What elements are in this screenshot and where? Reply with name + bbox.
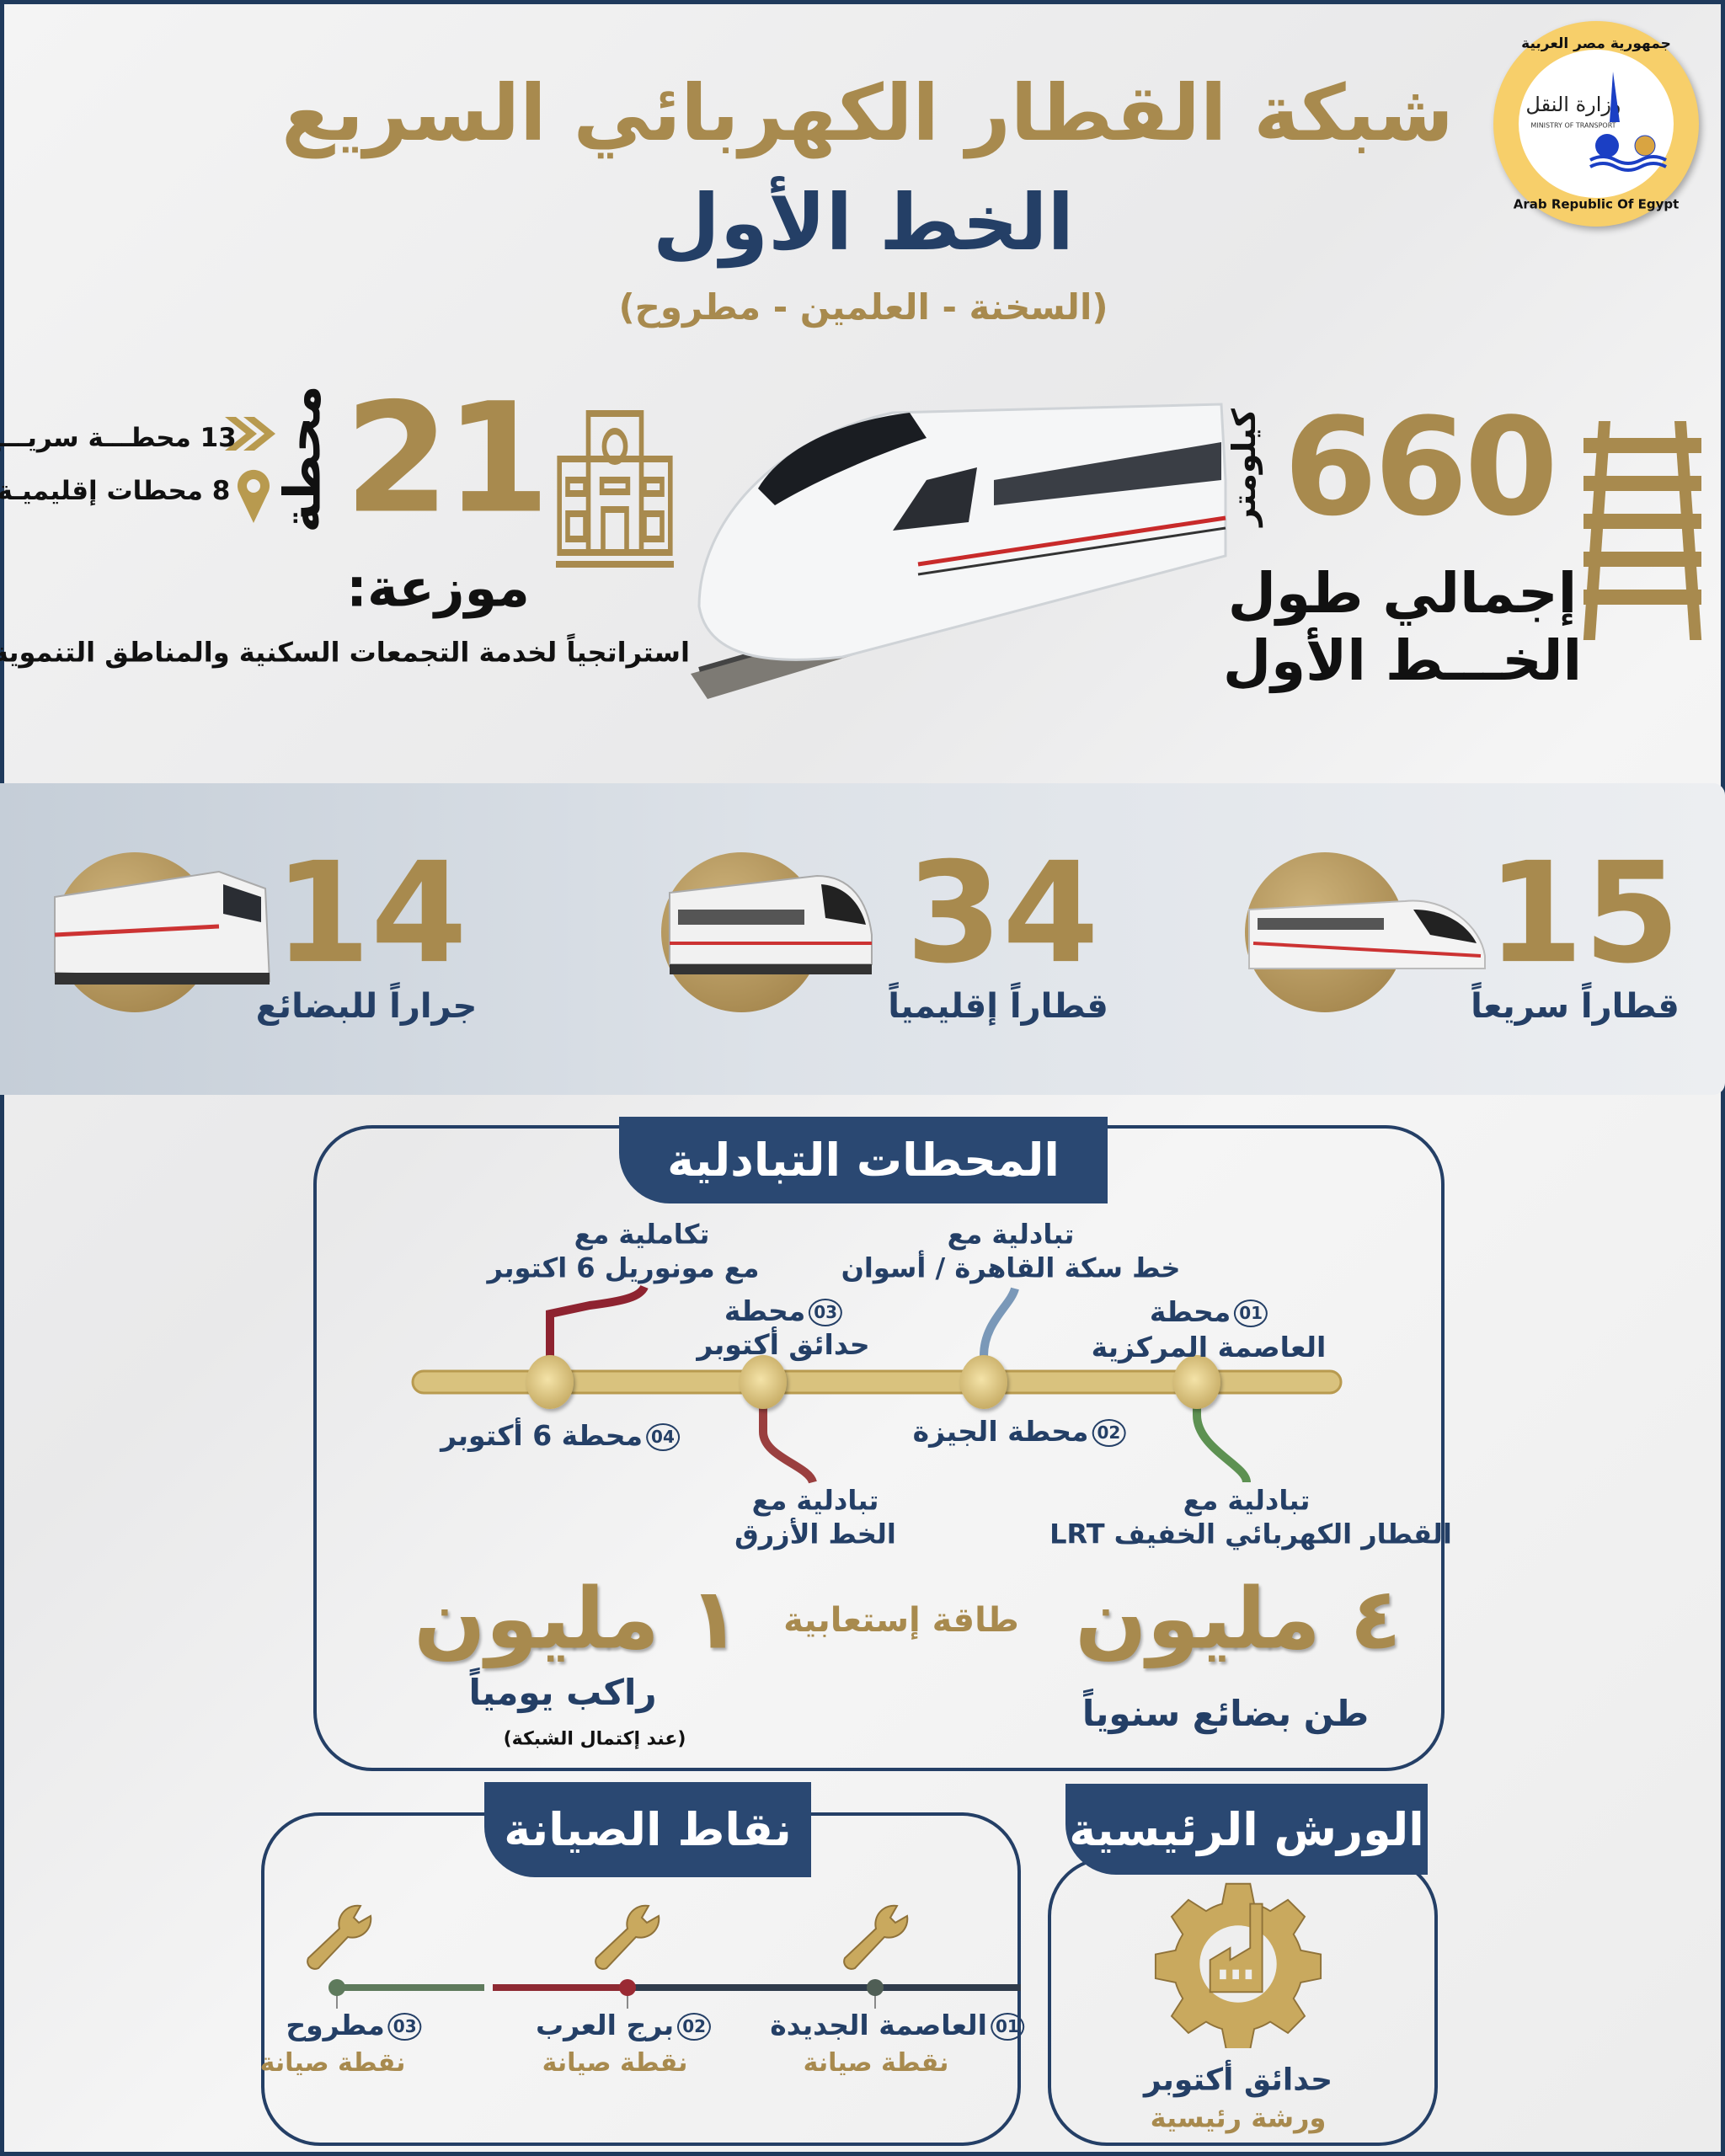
maintenance-point-name: 03مطروح: [286, 2009, 422, 2042]
length-label-2: الخـــط الأول: [1222, 628, 1583, 694]
station-number: 04: [646, 1423, 680, 1452]
wrench-icon: [307, 1904, 372, 1970]
station-label-line1: محطة 6 أكتوبر: [441, 1419, 644, 1453]
ministry-logo: جمهورية مصر العربية وزارة النقل MINISTRY…: [1493, 21, 1699, 227]
stations-count: 21: [344, 371, 550, 547]
station-02-label: 02محطة الجيزة: [913, 1416, 1126, 1448]
lrt-link-line1: تبادلية مع: [1183, 1484, 1311, 1517]
fleet-label: قطاراً سريعاً: [1471, 987, 1680, 1026]
monorail-link-line: [546, 1284, 649, 1382]
workshop-name: حدائق أكتوبر: [1143, 2063, 1333, 2098]
blue-line-link-line1: تبادلية مع: [751, 1484, 879, 1517]
lrt-link-line: [1193, 1382, 1251, 1484]
fleet-value: 15: [1487, 832, 1680, 995]
maintenance-point-type: نقطة صيانة: [259, 2047, 406, 2078]
workshop-title: الورش الرئيسية: [1065, 1784, 1428, 1875]
point-name: مطروح: [286, 2009, 385, 2042]
wrench-icon: [595, 1904, 660, 1970]
maintenance-node[interactable]: [619, 1979, 636, 1996]
logo-name-en: MINISTRY OF TRANSPORT: [1530, 121, 1616, 130]
passenger-capacity-note: (عند إكتمال الشبكة): [503, 1728, 686, 1750]
maintenance-node[interactable]: [328, 1979, 345, 1996]
logo-bottom-text: Arab Republic Of Egypt: [1513, 196, 1680, 212]
point-name: برج العرب: [535, 2009, 675, 2042]
maintenance-node[interactable]: [867, 1979, 884, 1996]
station-01-label: 01محطة: [1150, 1296, 1268, 1328]
station-03-name: حدائق أكتوبر: [697, 1328, 870, 1362]
maintenance-point-name: 01العاصمة الجديدة: [770, 2009, 1024, 2041]
station-label-line1: محطة: [1149, 1295, 1231, 1329]
station-number: 01: [1234, 1299, 1268, 1328]
blue-line-link-line2: الخط الأزرق: [734, 1518, 896, 1550]
point-number: 02: [677, 2013, 712, 2041]
station-label-line1: محطة: [724, 1294, 806, 1328]
maintenance-point-name: 02برج العرب: [535, 2009, 712, 2042]
fleet-label: جراراً للبضائع: [255, 987, 478, 1026]
passenger-capacity-unit: راكب يومياً: [468, 1671, 657, 1713]
workshop-type: ورشة رئيسية: [1150, 2101, 1327, 2134]
station-node[interactable]: [960, 1355, 1007, 1409]
passenger-capacity-value: ١ مليون: [414, 1569, 740, 1668]
station-building-icon: [556, 410, 674, 568]
station-label-line1: محطة الجيزة: [912, 1415, 1089, 1449]
station-01-name: العاصمة المركزية: [1091, 1331, 1327, 1364]
length-label-1: إجمالي طول: [1227, 561, 1578, 627]
length-value: 660: [1284, 388, 1558, 546]
gear-factory-icon: [1154, 1882, 1322, 2048]
maintenance-point-type: نقطة صيانة: [542, 2047, 688, 2078]
cairo-aswan-link-line1: تبادلية مع: [947, 1218, 1075, 1251]
fleet-value: 14: [274, 832, 467, 995]
point-number: 01: [990, 2013, 1024, 2041]
stations-distributed: موزعة:: [346, 557, 530, 619]
regional-stations: 8 محطات إقليميـة: [0, 476, 231, 507]
high-speed-train-image: [691, 403, 1227, 699]
freight-capacity-unit: طن بضائع سنوياً: [1081, 1692, 1370, 1734]
railway-track-icon: [1583, 421, 1702, 640]
station-03-label: 03محطة: [724, 1294, 843, 1328]
station-node[interactable]: [526, 1355, 574, 1409]
lrt-link-line2: القطار الكهربائي الخفيف LRT: [1049, 1518, 1452, 1550]
freight-capacity-value: ٤ مليون: [1075, 1569, 1402, 1668]
station-node[interactable]: [1173, 1355, 1220, 1409]
interchange-title: المحطات التبادلية: [619, 1117, 1108, 1203]
regional-train-icon: [669, 874, 873, 974]
page-subtitle: الخط الأول: [653, 178, 1074, 269]
station-number: 03: [809, 1299, 843, 1327]
maintenance-point-type: نقطة صيانة: [803, 2047, 949, 2078]
station-number: 02: [1092, 1419, 1126, 1448]
blue-line-link-line: [759, 1382, 817, 1485]
location-pin-icon: [238, 469, 270, 523]
monorail-link-line2: مع مونوريل 6 اكتوبر: [487, 1251, 760, 1284]
logo-top-text: جمهورية مصر العربية: [1521, 35, 1671, 53]
cairo-aswan-link-line2: خط سكة القاهرة / أسوان: [841, 1251, 1181, 1284]
route: (السخنة - العلمين - مطروح): [618, 286, 1108, 328]
stations-description: استراتجياً لخدمة التجمعات السكنية والمنا…: [0, 636, 690, 669]
logo-name-ar: وزارة النقل: [1525, 93, 1621, 117]
page-title: شبكة القطار الكهربائي السريع: [281, 68, 1454, 159]
fast-train-icon: [1248, 899, 1486, 969]
fast-chevron-icon: [225, 417, 275, 451]
fleet-value: 34: [905, 832, 1099, 995]
capacity-label: طاقة إستعابية: [783, 1601, 1019, 1640]
station-node[interactable]: [740, 1355, 787, 1409]
monorail-link-line1: تكاملية مع: [574, 1218, 710, 1251]
cairo-aswan-link-line: [980, 1287, 1019, 1382]
fleet-label: قطاراً إقليمياً: [888, 987, 1108, 1026]
point-number: 03: [387, 2013, 422, 2041]
main-gold-line: [411, 1369, 1343, 1395]
maintenance-title: نقاط الصيانة: [484, 1782, 811, 1877]
station-04-label: 04محطة 6 أكتوبر: [441, 1420, 680, 1452]
freight-locomotive-icon: [54, 870, 271, 985]
logo-emblem-icon: [1589, 72, 1667, 172]
wrench-icon: [843, 1904, 909, 1970]
fast-stations: 13 محطـــة سريـــع: [0, 423, 237, 454]
point-name: العاصمة الجديدة: [770, 2009, 987, 2042]
